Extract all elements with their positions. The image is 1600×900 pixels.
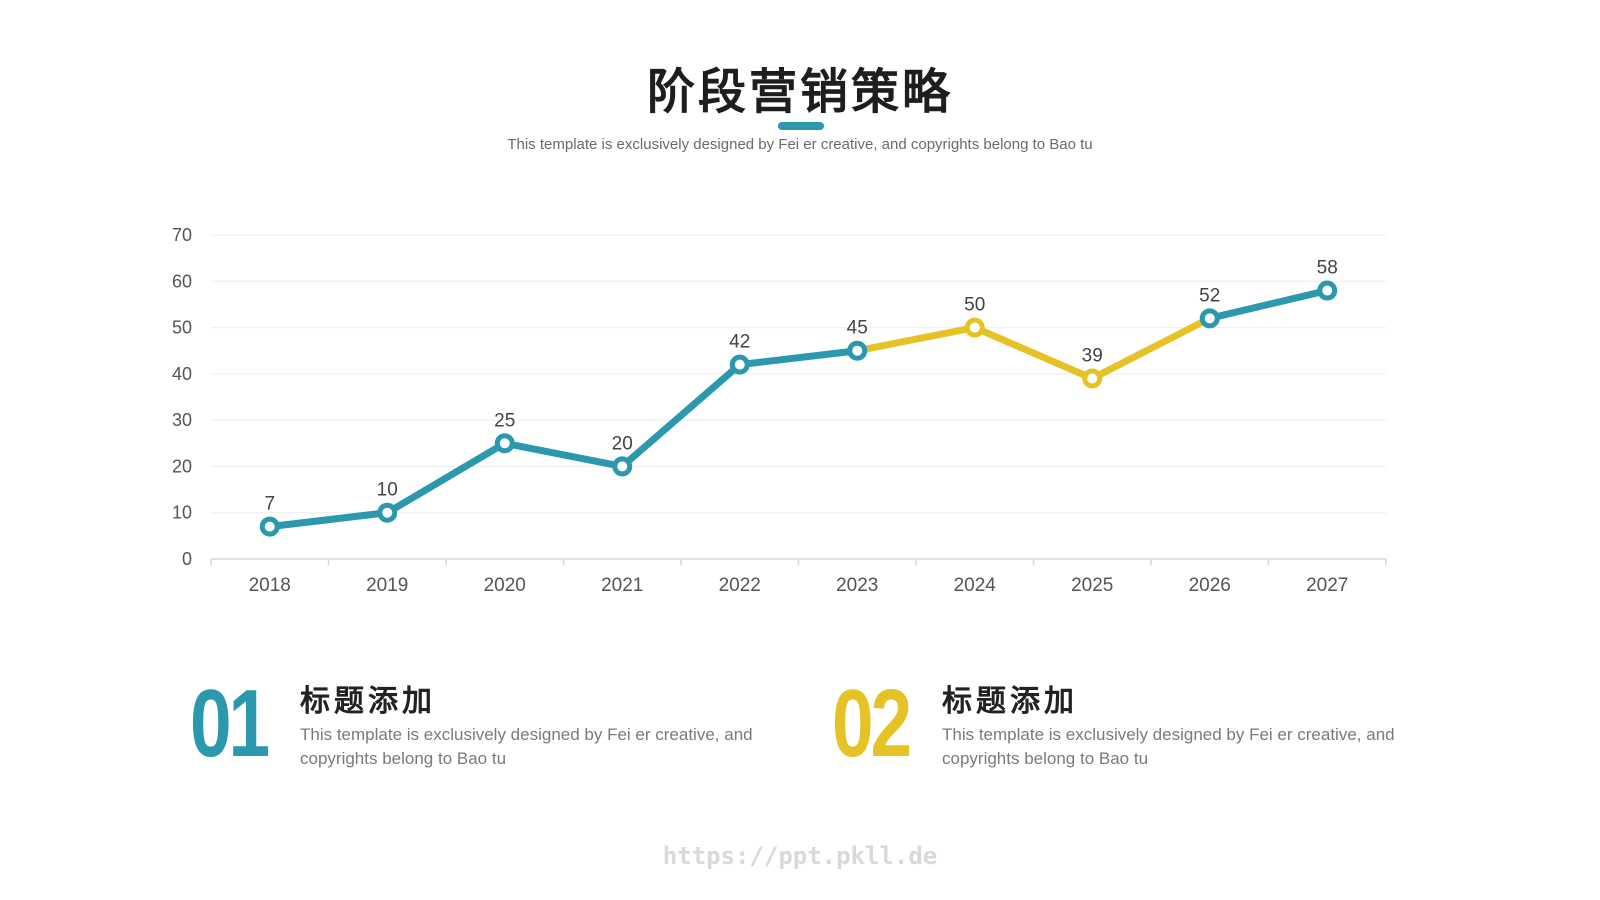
- y-tick-label: 20: [172, 456, 192, 476]
- data-point: [847, 340, 868, 361]
- y-tick-label: 70: [172, 225, 192, 245]
- data-label: 39: [1082, 345, 1103, 366]
- x-tick-label: 2026: [1189, 575, 1231, 596]
- title-accent-bar: [778, 122, 824, 130]
- data-label: 20: [612, 433, 633, 454]
- feature-number: 02: [832, 670, 912, 777]
- data-label: 52: [1199, 285, 1220, 306]
- y-tick-label: 10: [172, 503, 192, 523]
- x-tick-label: 2023: [836, 575, 878, 596]
- series-line-segment: [971, 324, 1096, 382]
- data-point: [729, 354, 750, 375]
- data-point: [377, 502, 398, 523]
- data-label: 50: [964, 295, 985, 316]
- series-line-segment: [1088, 314, 1214, 382]
- data-point: [1317, 280, 1338, 301]
- data-label: 42: [729, 332, 750, 353]
- feature-number: 01: [190, 670, 270, 777]
- series-line-segment: [736, 347, 861, 369]
- data-point: [1082, 368, 1103, 389]
- x-tick-label: 2025: [1071, 575, 1113, 596]
- page-title: 阶段营销策略: [646, 64, 953, 120]
- watermark-url: https://ppt.pkll.de: [662, 842, 938, 870]
- data-label: 45: [847, 318, 868, 339]
- x-tick-label: 2020: [484, 575, 526, 596]
- series-line-segment: [618, 361, 744, 470]
- y-tick-label: 50: [172, 318, 192, 338]
- x-tick-label: 2019: [366, 575, 408, 596]
- data-label: 58: [1317, 258, 1338, 279]
- data-point: [964, 317, 985, 338]
- feature-title: 标题添加: [300, 684, 436, 719]
- y-tick-label: 0: [182, 549, 192, 569]
- data-label: 10: [377, 480, 398, 501]
- series-line-segment: [266, 509, 391, 531]
- data-point: [259, 516, 280, 537]
- series-line-segment: [1206, 287, 1331, 322]
- data-point: [1199, 308, 1220, 329]
- data-point: [494, 433, 515, 454]
- x-tick-label: 2027: [1306, 575, 1348, 596]
- x-tick-label: 2018: [249, 575, 291, 596]
- series-line-segment: [383, 439, 509, 517]
- series-line-segment: [853, 324, 979, 355]
- feature-description: This template is exclusively designed by…: [942, 725, 1395, 768]
- data-label: 25: [494, 410, 515, 431]
- x-tick-label: 2022: [719, 575, 761, 596]
- y-tick-label: 30: [172, 410, 192, 430]
- x-tick-label: 2024: [954, 575, 997, 596]
- y-tick-label: 40: [172, 364, 192, 384]
- feature-title: 标题添加: [942, 684, 1078, 719]
- x-tick-label: 2021: [601, 575, 643, 596]
- feature-description: This template is exclusively designed by…: [300, 725, 753, 768]
- page-subtitle: This template is exclusively designed by…: [507, 136, 1093, 153]
- data-label: 7: [264, 494, 275, 515]
- series-line-segment: [501, 439, 626, 470]
- y-tick-label: 60: [172, 271, 192, 291]
- line-chart: 0 10 20 30 40 50 60 70 2018 2019 2020 2021 2022 2023 2…: [172, 225, 1387, 596]
- data-point: [612, 456, 633, 477]
